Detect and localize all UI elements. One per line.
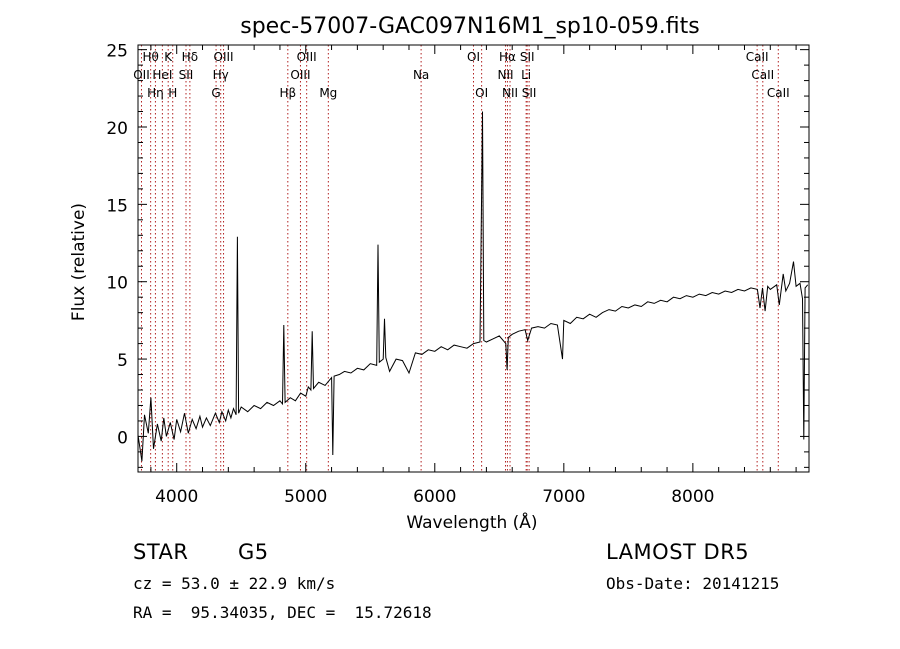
spectrum-line xyxy=(137,111,809,462)
x-axis: 4000 5000 6000 7000 8000 xyxy=(150,45,797,507)
spectral-line-label: SII xyxy=(522,86,537,100)
spectral-line-label: CaII xyxy=(767,86,790,100)
y-axis-label: Flux (relative) xyxy=(69,203,89,321)
object-subclass: G5 xyxy=(238,540,269,564)
spectral-line-label: OIII xyxy=(214,50,234,64)
line-marker-group xyxy=(140,45,779,472)
spectral-line-label: Hη xyxy=(147,86,164,100)
spectral-line-label: Hβ xyxy=(279,86,296,100)
x-tick-label: 4000 xyxy=(155,487,198,507)
x-axis-label: Wavelength (Å) xyxy=(406,511,537,533)
spectral-line-label: SII xyxy=(179,68,194,82)
plot-frame xyxy=(137,44,810,473)
spectral-line-label: Na xyxy=(413,68,429,82)
x-tick-label: 5000 xyxy=(284,487,327,507)
y-tick-label: 25 xyxy=(106,42,128,62)
spectral-line-label: Hδ xyxy=(182,50,198,64)
spectral-line-label: K xyxy=(164,50,173,64)
x-tick-label: 6000 xyxy=(413,487,456,507)
chart-title: spec-57007-GAC097N16M1_sp10-059.fits xyxy=(240,14,700,39)
x-tick-label: 7000 xyxy=(542,487,585,507)
x-tick-label: 8000 xyxy=(671,487,714,507)
spectral-line-label: Li xyxy=(521,68,531,82)
spectral-line-label: CaII xyxy=(746,50,769,64)
spectral-line-label: SII xyxy=(520,50,535,64)
survey-name: LAMOST DR5 xyxy=(606,540,750,564)
spectral-line-label: OIII xyxy=(290,68,310,82)
y-tick-label: 15 xyxy=(106,196,128,216)
coordinates-text: RA = 95.34035, DEC = 15.72618 xyxy=(133,603,432,622)
object-class: STAR xyxy=(133,540,189,564)
spectral-line-label: H xyxy=(168,86,177,100)
y-tick-label: 0 xyxy=(117,428,128,448)
y-tick-label: 20 xyxy=(106,119,128,139)
spectral-line-label: HeI xyxy=(152,68,172,82)
spectral-line-label: NII xyxy=(497,68,513,82)
spectral-line-label: NII xyxy=(502,86,518,100)
spectral-line-label: OII xyxy=(133,68,150,82)
y-axis: 0 5 10 15 20 25 xyxy=(106,42,809,468)
spectral-line-label: Hθ xyxy=(142,50,158,64)
spectral-line-label: CaII xyxy=(751,68,774,82)
spectral-line-label: Hα xyxy=(499,50,516,64)
obs-date-text: Obs-Date: 20141215 xyxy=(606,574,780,593)
spectral-line-label: OIII xyxy=(297,50,317,64)
spectral-line-label: Hγ xyxy=(213,68,229,82)
y-tick-label: 10 xyxy=(106,274,128,294)
spectral-line-label: OI xyxy=(475,86,488,100)
line-label-group: OII Hθ Hη HeI K H Hδ SII OIII Hγ G Hβ OIII OIII Mg Na OI… xyxy=(133,50,789,100)
y-tick-label: 5 xyxy=(117,351,128,371)
spectral-line-label: OI xyxy=(467,50,480,64)
spectral-line-label: G xyxy=(211,86,220,100)
redshift-text: cz = 53.0 ± 22.9 km/s xyxy=(133,574,336,593)
spectral-line-label: Mg xyxy=(319,86,337,100)
